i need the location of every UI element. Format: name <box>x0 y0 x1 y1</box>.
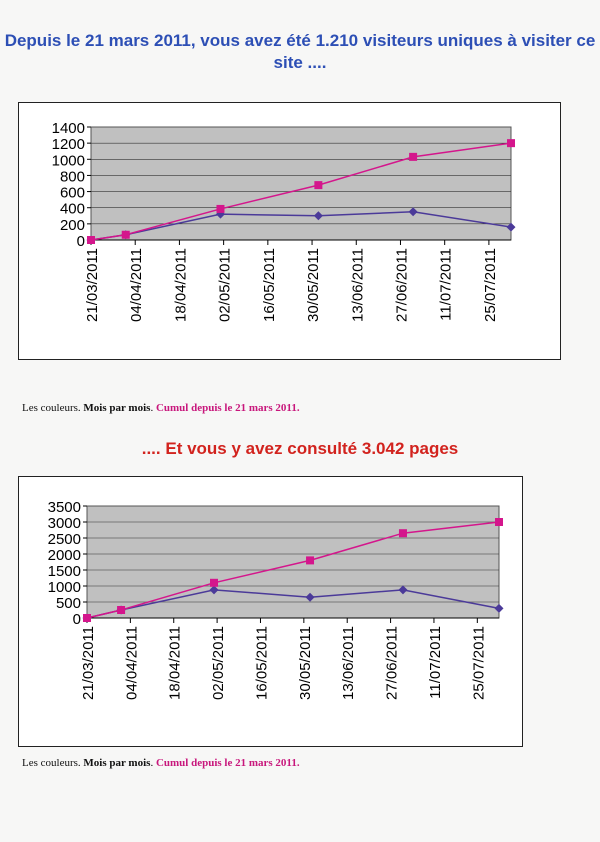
legend-caption-visitors: Les couleurs. Mois par mois. Cumul depui… <box>22 402 300 414</box>
visitors-y-tick-label: 600 <box>60 185 85 202</box>
visitors-y-tick-label: 1200 <box>52 136 85 153</box>
pages-x-tick-label: 30/05/2011 <box>297 626 314 700</box>
visitors-x-tick-label: 21/03/2011 <box>84 248 101 322</box>
pages-x-tick-label: 25/07/2011 <box>470 626 487 700</box>
visitors-series-line-cumul <box>90 142 512 241</box>
pages-point-monthly <box>209 585 219 595</box>
visitors-point-monthly <box>313 211 323 221</box>
pages-y-tick-label: 500 <box>56 595 81 612</box>
chart-title-visitors: Depuis le 21 mars 2011, vous avez été 1.… <box>0 30 600 74</box>
pages-y-tick-label: 2000 <box>48 547 81 564</box>
visitors-point-monthly <box>408 207 418 217</box>
legend-caption-pages: Les couleurs. Mois par mois. Cumul depui… <box>22 757 300 769</box>
visitors-x-tick-label: 11/07/2011 <box>438 248 455 321</box>
visitors-point-cumul <box>507 139 515 148</box>
caption-separator: . <box>150 757 154 769</box>
pages-y-tick-label: 1500 <box>48 563 81 580</box>
visitors-plot-area <box>90 126 512 241</box>
visitors-y-tick-label: 1000 <box>52 152 85 169</box>
visitors-point-cumul <box>87 236 95 244</box>
visitors-point-cumul <box>216 204 225 213</box>
pages-y-tick-label: 0 <box>73 611 81 628</box>
pages-point-cumul <box>306 556 315 565</box>
pages-point-cumul <box>210 578 219 587</box>
pages-x-tick-label: 21/03/2011 <box>80 626 97 700</box>
pages-y-tick-label: 3500 <box>48 499 81 516</box>
chart-title-pages: .... Et vous y avez consulté 3.042 pages <box>0 438 600 460</box>
pages-point-cumul <box>83 614 91 622</box>
pages-x-tick-label: 11/07/2011 <box>427 626 444 699</box>
pages-point-monthly <box>398 585 408 595</box>
visitors-y-tick-label: 800 <box>60 168 85 185</box>
visitors-title-text: Depuis le 21 mars 2011, vous avez été 1.… <box>4 31 596 72</box>
pages-series-line-cumul <box>86 521 500 619</box>
visitors-chart: 0 200 400 600 800 1000 1200 1400 21/03/2011 04/04… <box>18 102 561 360</box>
visitors-x-tick-label: 30/05/2011 <box>305 248 322 322</box>
caption-cumulative-label: Cumul depuis le 21 mars 2011. <box>155 402 300 414</box>
visitors-point-cumul <box>314 181 323 190</box>
pages-x-tick-label: 13/06/2011 <box>340 626 357 700</box>
visitors-point-cumul <box>409 152 418 161</box>
pages-point-monthly <box>494 603 504 613</box>
visitors-y-tick-label: 200 <box>60 217 85 234</box>
caption-colors-label: Les couleurs. <box>22 757 81 769</box>
visitors-y-tick-label: 0 <box>77 233 85 250</box>
pages-y-tick-label: 2500 <box>48 531 81 548</box>
visitors-x-tick-label: 04/04/2011 <box>128 248 145 322</box>
pages-x-tick-label: 02/05/2011 <box>210 626 227 700</box>
caption-colors-label: Les couleurs. <box>22 402 81 414</box>
pages-point-cumul <box>398 529 407 538</box>
caption-separator: . <box>150 402 154 414</box>
pages-point-cumul <box>117 606 126 614</box>
visitors-y-tick-label: 1400 <box>52 120 85 137</box>
pages-point-cumul <box>495 518 503 526</box>
visitors-x-tick-label: 16/05/2011 <box>261 248 278 322</box>
pages-y-tick-label: 3000 <box>48 515 81 532</box>
pages-title-text: .... Et vous y avez consulté 3.042 pages <box>141 439 459 458</box>
pages-point-monthly <box>305 592 315 602</box>
visitors-x-tick-label: 13/06/2011 <box>349 248 366 322</box>
caption-monthly-label: Mois par mois <box>83 402 151 414</box>
visitors-x-tick-label: 25/07/2011 <box>482 248 499 322</box>
visitors-x-tick-label: 27/06/2011 <box>393 248 410 322</box>
caption-cumulative-label: Cumul depuis le 21 mars 2011. <box>155 757 300 769</box>
visitors-point-monthly <box>215 209 225 219</box>
visitors-y-tick-label: 400 <box>60 201 85 218</box>
pages-x-tick-label: 18/04/2011 <box>167 626 184 700</box>
caption-monthly-label: Mois par mois <box>83 757 151 769</box>
visitors-point-cumul <box>121 230 130 239</box>
visitors-x-tick-label: 02/05/2011 <box>217 248 234 322</box>
pages-x-tick-label: 27/06/2011 <box>384 626 401 700</box>
pages-x-tick-label: 04/04/2011 <box>123 626 140 700</box>
visitors-point-monthly <box>506 222 516 232</box>
pages-x-tick-label: 16/05/2011 <box>253 626 270 700</box>
visitors-x-tick-label: 18/04/2011 <box>172 248 189 322</box>
pages-y-tick-label: 1000 <box>48 579 81 596</box>
pages-chart: 0 500 1000 1500 2000 2500 3000 3500 21/03/2011 04… <box>18 476 523 747</box>
